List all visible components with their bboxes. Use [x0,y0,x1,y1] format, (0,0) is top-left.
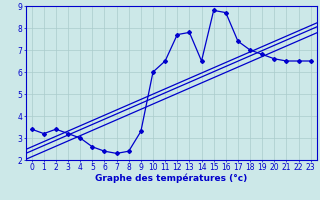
X-axis label: Graphe des températures (°c): Graphe des températures (°c) [95,174,247,183]
